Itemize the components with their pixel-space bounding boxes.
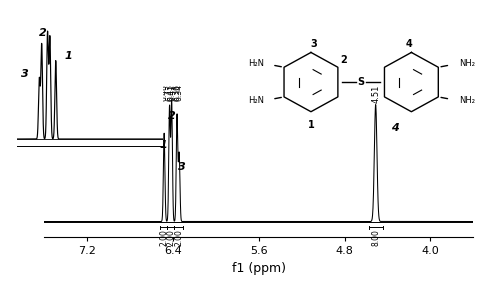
Text: NH₂: NH₂	[459, 59, 475, 68]
Text: 2: 2	[39, 28, 47, 37]
Text: 1: 1	[65, 50, 73, 60]
Text: S: S	[358, 77, 365, 87]
Text: 2.00: 2.00	[174, 229, 183, 246]
Text: 6.48: 6.48	[160, 84, 169, 101]
Text: 6.43: 6.43	[165, 84, 174, 101]
Text: 6.34: 6.34	[175, 84, 183, 101]
Text: 3: 3	[21, 69, 29, 79]
Text: 2.00: 2.00	[159, 229, 168, 246]
X-axis label: f1 (ppm): f1 (ppm)	[232, 262, 285, 275]
Text: 6.36: 6.36	[173, 84, 182, 101]
Text: 8.00: 8.00	[371, 229, 380, 246]
Text: NH₂: NH₂	[459, 96, 475, 105]
Text: H₂N: H₂N	[248, 96, 264, 105]
Text: 1: 1	[307, 120, 314, 130]
Text: 4: 4	[406, 39, 412, 49]
Text: 4.51: 4.51	[371, 85, 380, 103]
Text: 2: 2	[340, 55, 347, 65]
Text: 6.41: 6.41	[167, 84, 176, 101]
Text: 1: 1	[160, 140, 167, 150]
Text: 3: 3	[178, 162, 186, 172]
Text: H₂N: H₂N	[248, 59, 264, 68]
Text: 2: 2	[168, 112, 176, 122]
Text: 2.00: 2.00	[166, 229, 175, 246]
Text: 3: 3	[310, 39, 317, 49]
Text: 4: 4	[391, 123, 399, 133]
